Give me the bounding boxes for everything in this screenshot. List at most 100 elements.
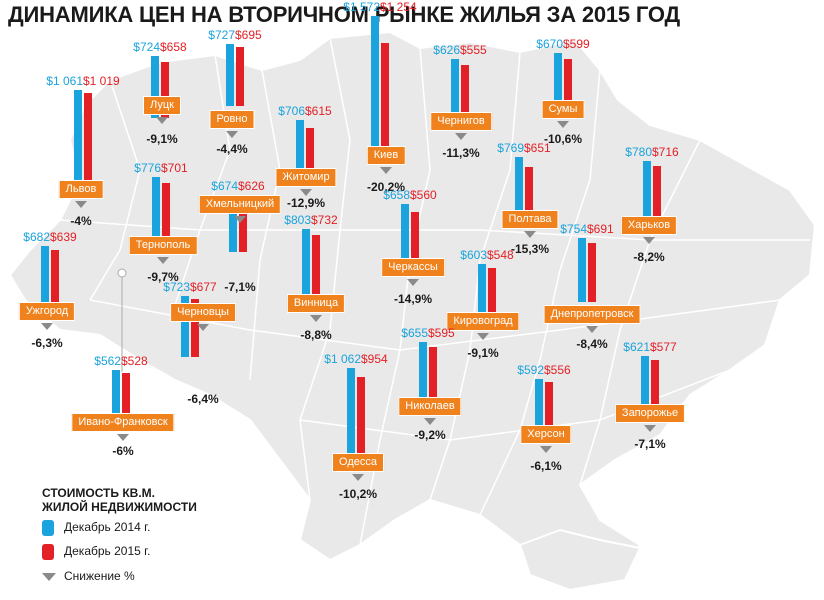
bar-dec2015: [545, 381, 553, 429]
bar-dec2014: [181, 295, 189, 357]
change-percent: -6%: [112, 444, 134, 458]
bar-dec2014: [478, 263, 486, 315]
value-dec2014: $592: [517, 362, 544, 377]
value-dec2015: $555: [460, 42, 487, 57]
legend-label-2014: Декабрь 2014 г.: [64, 520, 151, 535]
bar-dec2015: [653, 166, 661, 227]
value-dec2015: $1 254: [380, 0, 417, 15]
bar-dec2015: [239, 198, 247, 252]
value-dec2014: $674: [211, 178, 238, 193]
change-percent: -6,3%: [31, 336, 63, 350]
price-values: $592$556: [517, 362, 570, 377]
bar-dec2014: [643, 160, 651, 227]
decline-triangle-icon: [477, 333, 489, 340]
value-dec2015: $599: [563, 37, 590, 52]
city-label: Луцк: [143, 96, 181, 115]
change-percent: -14,9%: [393, 292, 433, 306]
value-dec2015: $954: [361, 351, 388, 366]
value-dec2015: $677: [190, 279, 217, 294]
bar-dec2014: [347, 367, 355, 458]
city-label: Черновцы: [170, 303, 236, 322]
city-label: Черкассы: [381, 258, 445, 277]
legend-title-line1: СТОИМОСТЬ КВ.М.: [42, 486, 155, 500]
city-label: Харьков: [620, 216, 678, 235]
legend-label-decline: Снижение %: [64, 569, 135, 583]
price-values: $621$577: [623, 341, 676, 354]
value-dec2014: $724: [133, 40, 160, 55]
price-values: $723$677: [163, 279, 217, 294]
city-label: Одесса: [332, 453, 384, 472]
change-percent: -20,2%: [366, 180, 406, 194]
city-label: Кировоград: [446, 312, 520, 331]
value-dec2015: $1 019: [83, 73, 120, 88]
decline-triangle-icon: [226, 131, 238, 138]
city-label: Ивано-Франковск: [71, 413, 175, 432]
city-label: Киев: [366, 146, 406, 165]
bar-dec2014: [401, 204, 409, 260]
price-values: $754$691: [560, 222, 613, 236]
bar-dec2014: [535, 378, 543, 429]
bar-dec2015: [51, 249, 59, 304]
change-percent: -10,2%: [338, 487, 378, 501]
value-dec2015: $626: [238, 178, 265, 193]
ukraine-outline: [8, 30, 817, 582]
value-dec2014: $780: [625, 144, 652, 159]
decline-triangle-icon: [455, 133, 467, 140]
price-values: $803$732: [284, 212, 337, 227]
decline-triangle-icon: [41, 323, 53, 330]
value-dec2015: $651: [524, 140, 551, 155]
change-percent: -9,7%: [147, 270, 179, 284]
decline-triangle-icon: [117, 434, 129, 441]
value-dec2015: $595: [428, 326, 455, 341]
value-dec2014: $603: [460, 247, 487, 262]
price-values: $562$528: [94, 355, 147, 368]
city-label: Херсон: [520, 425, 572, 444]
legend-item-decline: Снижение %: [42, 569, 135, 583]
bar-dec2014: [112, 370, 120, 418]
change-percent: -9,1%: [467, 346, 499, 360]
city-label: Днепропетровск: [543, 305, 641, 324]
change-percent: -9,1%: [146, 132, 178, 146]
change-percent: -9,2%: [414, 428, 446, 442]
price-values: $1 062$954: [324, 351, 388, 366]
city-label: Полтава: [501, 210, 559, 229]
value-dec2015: $528: [121, 354, 148, 369]
price-values: $706$615: [278, 104, 331, 118]
value-dec2014: $682: [23, 230, 50, 245]
city-label: Николаев: [398, 397, 462, 416]
bar-dec2014: [296, 119, 304, 180]
bar-dec2014: [302, 228, 310, 297]
bar-dec2015: [564, 59, 572, 110]
decline-triangle-icon: [540, 446, 552, 453]
value-dec2014: $670: [536, 37, 563, 52]
city-label: Винница: [286, 294, 346, 313]
value-dec2014: $1 061: [46, 73, 83, 88]
bar-dec2014: [554, 53, 562, 110]
decline-triangle-icon: [380, 167, 392, 174]
price-values: $776$701: [134, 162, 187, 175]
change-percent: -6,4%: [187, 392, 219, 406]
decline-triangle-icon: [234, 216, 246, 223]
change-percent: -4,4%: [216, 142, 248, 156]
change-percent: -6,1%: [530, 459, 562, 473]
value-dec2014: $723: [163, 279, 190, 294]
legend-item-2015: Декабрь 2015 г.: [42, 544, 150, 560]
bar-dec2014: [419, 342, 427, 398]
bar-dec2015: [651, 359, 659, 409]
value-dec2014: $803: [284, 212, 311, 227]
decline-triangle-icon: [310, 315, 322, 322]
change-percent: -4%: [70, 214, 92, 228]
price-values: $674$626: [211, 178, 265, 193]
bar-dec2014: [152, 177, 160, 243]
value-dec2015: $577: [650, 340, 677, 355]
legend: СТОИМОСТЬ КВ.М. ЖИЛОЙ НЕДВИЖИМОСТИ Декаб…: [42, 486, 197, 583]
change-percent: -7,1%: [224, 280, 256, 294]
bar-dec2015: [161, 62, 169, 118]
legend-item-2014: Декабрь 2014 г.: [42, 520, 150, 536]
bar-dec2015: [381, 43, 389, 150]
value-dec2014: $1 062: [324, 351, 361, 366]
bar-dec2015: [488, 268, 496, 315]
value-dec2015: $695: [235, 28, 262, 43]
change-percent: -8,8%: [300, 328, 332, 342]
